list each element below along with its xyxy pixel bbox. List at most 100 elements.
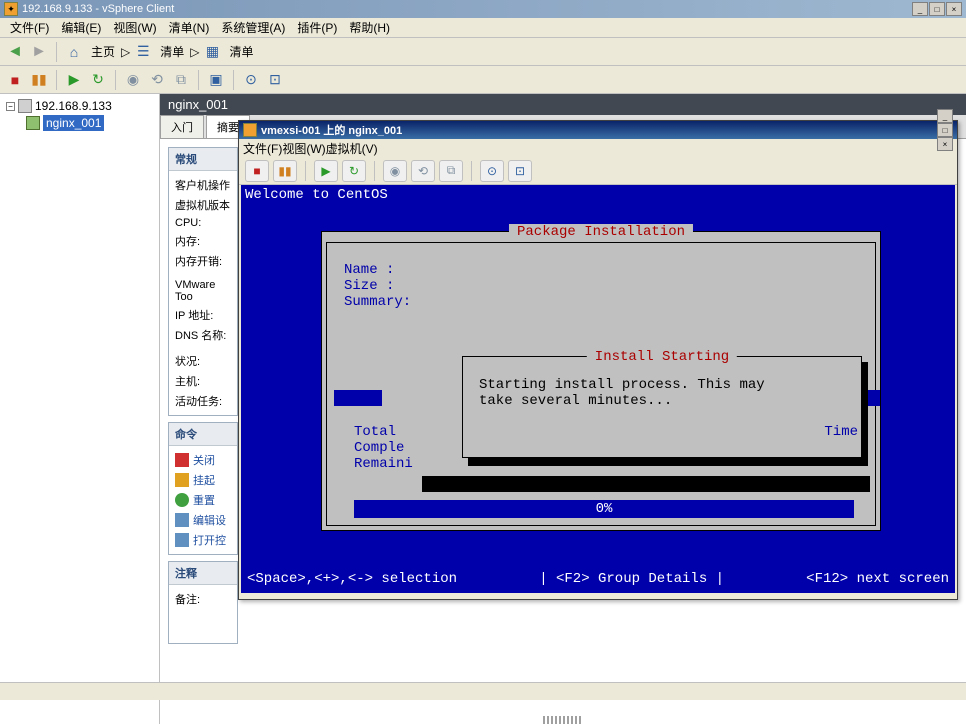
maximize-button[interactable]: □ xyxy=(929,2,945,16)
tree-vm-node[interactable]: nginx_001 xyxy=(24,114,155,132)
menu-edit[interactable]: 编辑(E) xyxy=(55,17,107,38)
cmd-suspend[interactable]: 挂起 xyxy=(175,470,231,490)
commands-panel: 命令 关闭 挂起 重置 编辑设 打开控 xyxy=(168,422,238,555)
progress-bar: 0% xyxy=(354,500,854,518)
console-maximize-button[interactable]: □ xyxy=(937,123,953,137)
console-floppy-button[interactable]: ⊡ xyxy=(508,160,532,182)
console-cd-button[interactable]: ⊙ xyxy=(480,160,504,182)
annotations-header: 注释 xyxy=(169,562,237,585)
inventory-icon[interactable]: ☰ xyxy=(132,41,154,63)
notes-label: 备注: xyxy=(175,589,231,609)
tree-server-node[interactable]: − 192.168.9.133 xyxy=(4,98,155,114)
console-reset-button[interactable]: ↻ xyxy=(342,160,366,182)
minimize-button[interactable]: _ xyxy=(912,2,928,16)
console-titlebar[interactable]: vmexsi-001 上的 nginx_001 _ □ × xyxy=(239,121,957,139)
status-bar xyxy=(0,682,966,700)
totals-labels: Total Comple Remaini xyxy=(354,424,413,472)
revert-snapshot-button[interactable]: ⟲ xyxy=(146,69,168,91)
tab-getting-started[interactable]: 入门 xyxy=(160,115,204,138)
toolbar-separator xyxy=(56,42,57,62)
cmd-reset[interactable]: 重置 xyxy=(175,490,231,510)
snapshot-manager-button[interactable]: ⧉ xyxy=(170,69,192,91)
home-label[interactable]: 主页 xyxy=(87,43,119,60)
console-button[interactable]: ▣ xyxy=(205,69,227,91)
notes-area[interactable] xyxy=(175,609,231,639)
console-window: vmexsi-001 上的 nginx_001 _ □ × 文件(F) 视图(W… xyxy=(238,120,958,600)
row-dns: DNS 名称: xyxy=(175,325,231,345)
install-text-1: Starting install process. This may xyxy=(479,377,845,393)
menu-inventory[interactable]: 清单(N) xyxy=(163,17,216,38)
cmd-reset-label: 重置 xyxy=(193,492,215,508)
console-close-button[interactable]: × xyxy=(937,137,953,151)
console-snapshot-button[interactable]: ◉ xyxy=(383,160,407,182)
row-guest-os: 客户机操作 xyxy=(175,175,231,195)
label-total: Total xyxy=(354,424,413,440)
menu-file[interactable]: 文件(F) xyxy=(4,17,55,38)
pause-icon xyxy=(175,473,189,487)
cmd-console-label: 打开控 xyxy=(193,532,226,548)
edit-icon xyxy=(175,513,189,527)
stop-icon xyxy=(175,453,189,467)
console-poweron-button[interactable]: ▶ xyxy=(314,160,338,182)
vm-header: nginx_001 xyxy=(160,94,966,115)
label-summary: Summary: xyxy=(344,294,411,310)
cmd-open-console[interactable]: 打开控 xyxy=(175,530,231,550)
console-menu-file[interactable]: 文件(F) xyxy=(243,140,282,157)
poweron-button[interactable]: ▶ xyxy=(63,69,85,91)
console-snapshot-mgr-button[interactable]: ⧉ xyxy=(439,160,463,182)
nav-toolbar: ◄ ► ⌂ 主页 ▷ ☰ 清单 ▷ ▦ 清单 xyxy=(0,38,966,66)
row-vm-version: 虚拟机版本 xyxy=(175,195,231,215)
home-icon[interactable]: ⌂ xyxy=(63,41,85,63)
nav-forward-button[interactable]: ► xyxy=(28,41,50,63)
vsphere-icon: ✦ xyxy=(4,2,18,16)
resize-grip[interactable] xyxy=(543,716,583,724)
reset-button[interactable]: ↻ xyxy=(87,69,109,91)
poweroff-button[interactable]: ■ xyxy=(4,69,26,91)
row-vmware-tools: VMware Too xyxy=(175,277,231,305)
toolbar-separator xyxy=(233,70,234,90)
label-name: Name : xyxy=(344,262,411,278)
footer-right: <F12> next screen xyxy=(806,571,949,587)
console-poweroff-button[interactable]: ■ xyxy=(245,160,269,182)
toolbar-separator xyxy=(198,70,199,90)
general-body: 客户机操作 虚拟机版本 CPU: 内存: 内存开销: VMware Too IP… xyxy=(169,171,237,415)
vm-label: nginx_001 xyxy=(43,115,104,131)
suspend-button[interactable]: ▮▮ xyxy=(28,69,50,91)
nav-back-button[interactable]: ◄ xyxy=(4,41,26,63)
breadcrumb-sep-2: ▷ xyxy=(190,45,199,59)
toolbar-separator xyxy=(56,70,57,90)
main-titlebar: ✦ 192.168.9.133 - vSphere Client _ □ × xyxy=(0,0,966,18)
annotations-body: 备注: xyxy=(169,585,237,643)
console-title-text: vmexsi-001 上的 nginx_001 xyxy=(261,122,937,138)
console-menu-view[interactable]: 视图(W) xyxy=(282,140,325,157)
console-menu-vm[interactable]: 虚拟机(V) xyxy=(326,140,378,157)
expand-icon[interactable]: − xyxy=(6,102,15,111)
footer-left: <Space>,<+>,<-> selection xyxy=(247,571,457,587)
menu-admin[interactable]: 系统管理(A) xyxy=(215,17,291,38)
console-toolbar: ■ ▮▮ ▶ ↻ ◉ ⟲ ⧉ ⊙ ⊡ xyxy=(239,157,957,185)
cd-connect-button[interactable]: ⊙ xyxy=(240,69,262,91)
close-button[interactable]: × xyxy=(946,2,962,16)
console-screen[interactable]: Welcome to CentOS Package Installation N… xyxy=(241,185,955,593)
floppy-connect-button[interactable]: ⊡ xyxy=(264,69,286,91)
cmd-suspend-label: 挂起 xyxy=(193,472,215,488)
menu-view[interactable]: 视图(W) xyxy=(107,17,162,38)
toolbar-separator xyxy=(305,161,306,181)
console-minimize-button[interactable]: _ xyxy=(937,109,953,123)
blue-bar-left xyxy=(334,390,382,406)
main-title-text: 192.168.9.133 - vSphere Client xyxy=(22,3,912,15)
cmd-edit-settings[interactable]: 编辑设 xyxy=(175,510,231,530)
cmd-shutdown[interactable]: 关闭 xyxy=(175,450,231,470)
menu-help[interactable]: 帮助(H) xyxy=(343,17,396,38)
inventory-label-2[interactable]: 清单 xyxy=(226,43,258,60)
menu-plugins[interactable]: 插件(P) xyxy=(291,17,343,38)
console-suspend-button[interactable]: ▮▮ xyxy=(273,160,297,182)
inventory-icon-2[interactable]: ▦ xyxy=(202,41,224,63)
console-footer: <Space>,<+>,<-> selection | <F2> Group D… xyxy=(245,571,951,587)
snapshot-button[interactable]: ◉ xyxy=(122,69,144,91)
general-panel: 常规 客户机操作 虚拟机版本 CPU: 内存: 内存开销: VMware Too… xyxy=(168,147,238,416)
install-starting-dialog: Install Starting Starting install proces… xyxy=(462,356,862,458)
inventory-label-1[interactable]: 清单 xyxy=(156,43,188,60)
vm-icon xyxy=(26,116,40,130)
console-revert-button[interactable]: ⟲ xyxy=(411,160,435,182)
